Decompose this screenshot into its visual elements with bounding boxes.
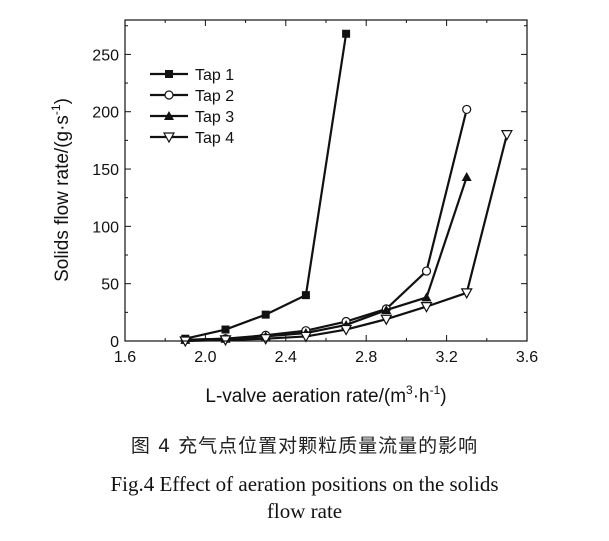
legend-marker — [164, 111, 174, 120]
y-tick-label: 50 — [101, 277, 119, 294]
x-tick-label: 3.2 — [435, 349, 457, 366]
x-tick-label: 3.6 — [516, 349, 538, 366]
y-tick-label: 150 — [92, 162, 119, 179]
legend-marker — [164, 90, 174, 100]
series-3 — [180, 172, 472, 344]
data-point — [219, 335, 232, 347]
series-4 — [179, 130, 513, 348]
figure-caption-english-line2: flow rate — [266, 499, 343, 523]
legend-marker — [165, 70, 173, 78]
axis-labels: L-valve aeration rate/(m3·h-1) Solids fl… — [49, 98, 447, 407]
data-point — [340, 324, 353, 336]
axes: 1.6 2.0 2.4 2.8 3.2 3.6 0 50 100 150 200 250 — [92, 19, 538, 366]
legend-entry: Tap 3 — [150, 109, 234, 126]
data-point — [301, 291, 310, 300]
legend-label: Tap 3 — [195, 109, 234, 126]
data-point — [342, 29, 351, 38]
data-point — [462, 104, 472, 115]
data-point — [420, 302, 433, 313]
x-tick-label: 1.6 — [114, 349, 136, 366]
legend-marker — [162, 132, 176, 144]
data-point — [299, 331, 312, 343]
legend-entry: Tap 4 — [150, 130, 234, 147]
data-point — [259, 334, 272, 345]
figure-caption-chinese: 图 4 充气点位置对颗粒质量流量的影响 — [130, 435, 479, 457]
y-tick-label: 200 — [92, 105, 119, 122]
data-point — [381, 305, 392, 315]
legend: Tap 1 Tap 2 Tap 3 Tap 4 — [150, 67, 234, 147]
y-axis-label: Solids flow rate/(g·s-1) — [49, 98, 73, 282]
data-point — [460, 288, 473, 300]
data-point — [421, 266, 432, 276]
y-tick-label: 100 — [92, 219, 119, 236]
x-axis-label: L-valve aeration rate/(m3·h-1) — [205, 383, 446, 407]
series-line — [185, 176, 468, 341]
y-tick-label: 0 — [110, 334, 119, 351]
x-tick-label: 2.0 — [194, 349, 216, 366]
legend-entry: Tap 1 — [150, 67, 234, 84]
legend-label: Tap 2 — [195, 88, 234, 105]
figure-caption-english-line1: Fig.4 Effect of aeration positions on th… — [110, 472, 499, 496]
data-point — [421, 292, 432, 302]
y-tick-label: 250 — [92, 47, 119, 64]
x-tick-label: 2.4 — [275, 349, 297, 366]
data-point — [261, 310, 270, 319]
data-point — [461, 172, 472, 182]
series-line — [185, 134, 508, 343]
data-point — [221, 325, 230, 334]
legend-entry: Tap 2 — [150, 88, 234, 105]
legend-label: Tap 4 — [195, 130, 234, 147]
x-tick-label: 2.8 — [355, 349, 377, 366]
legend-label: Tap 1 — [195, 67, 234, 84]
data-point — [380, 314, 393, 326]
data-point — [500, 130, 513, 141]
